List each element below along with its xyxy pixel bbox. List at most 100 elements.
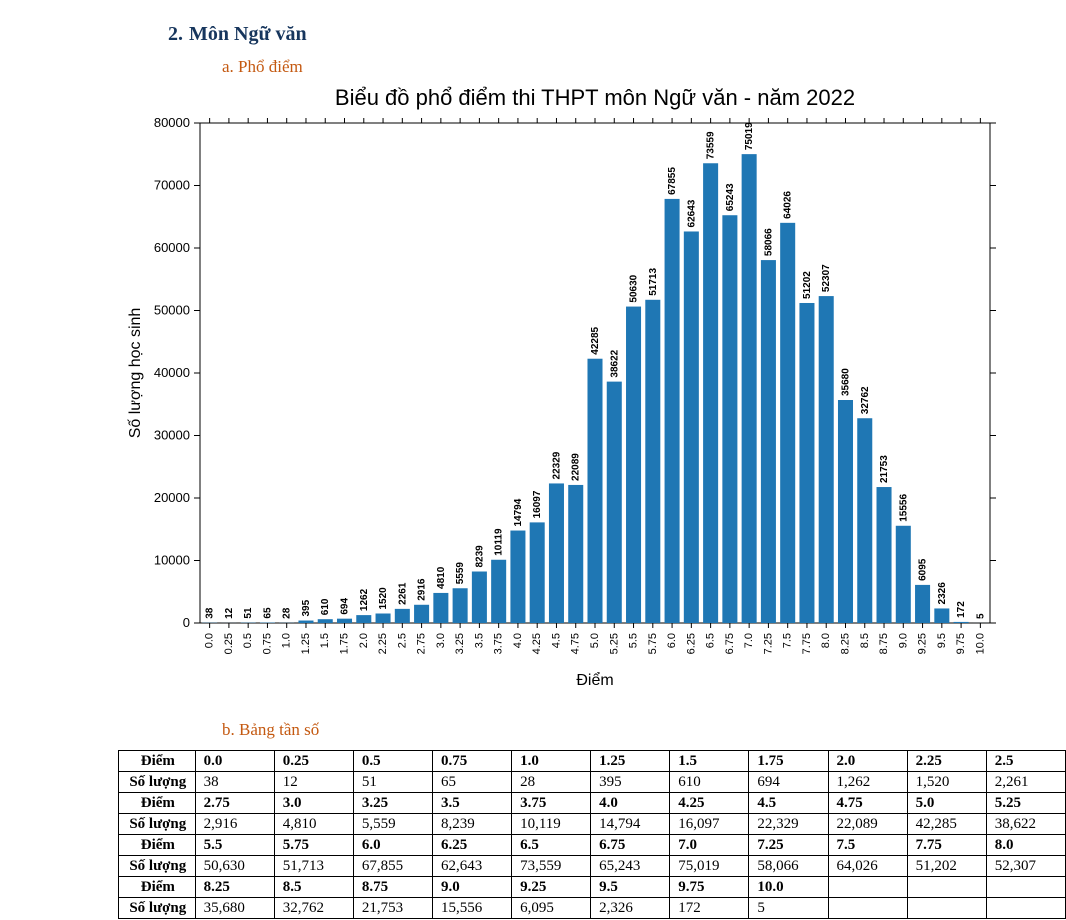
table-row-header: Số lượng <box>119 814 196 835</box>
table-cell: 51 <box>353 772 432 793</box>
table-row-header: Số lượng <box>119 772 196 793</box>
x-tick-label: 4.75 <box>570 633 582 654</box>
bar-value-label: 73559 <box>706 131 717 159</box>
svg-text:10000: 10000 <box>154 553 190 568</box>
section-title: Môn Ngữ văn <box>189 23 307 45</box>
bar-value-label: 64026 <box>783 191 794 219</box>
x-tick-label: 2.5 <box>396 633 408 648</box>
svg-text:50000: 50000 <box>154 303 190 318</box>
table-cell: 64,026 <box>828 856 907 877</box>
table-cell: 35,680 <box>195 898 274 919</box>
bar-value-label: 172 <box>956 601 967 618</box>
svg-text:80000: 80000 <box>154 115 190 130</box>
table-cell: 52,307 <box>986 856 1065 877</box>
x-tick-label: 3.5 <box>473 633 485 648</box>
table-cell: 5.0 <box>907 793 986 814</box>
table-cell: 1.25 <box>591 751 670 772</box>
frequency-table: Điểm0.00.250.50.751.01.251.51.752.02.252… <box>118 750 1066 919</box>
table-cell: 32,762 <box>274 898 353 919</box>
table-cell: 4,810 <box>274 814 353 835</box>
chart-title: Biểu đồ phổ điểm thi THPT môn Ngữ văn - … <box>335 85 855 110</box>
table-row-header: Điểm <box>119 877 196 898</box>
table-cell: 3.75 <box>512 793 591 814</box>
table-cell: 67,855 <box>353 856 432 877</box>
x-tick-label: 7.75 <box>801 633 813 654</box>
x-tick-label: 0.0 <box>204 633 216 648</box>
table-cell: 1,520 <box>907 772 986 793</box>
table-row-header: Điểm <box>119 793 196 814</box>
table-cell: 65,243 <box>591 856 670 877</box>
table-cell: 12 <box>274 772 353 793</box>
bar-value-label: 51 <box>243 607 254 619</box>
table-cell: 8.5 <box>274 877 353 898</box>
table-cell: 2,261 <box>986 772 1065 793</box>
bar-value-label: 8239 <box>474 545 485 568</box>
table-cell: 0.75 <box>432 751 511 772</box>
x-tick-label: 9.5 <box>936 633 948 648</box>
table-cell: 9.75 <box>670 877 749 898</box>
table-cell: 1.75 <box>749 751 828 772</box>
bar-value-label: 2326 <box>937 582 948 605</box>
table-cell: 694 <box>749 772 828 793</box>
bar-value-label: 610 <box>320 598 331 615</box>
table-cell: 10.0 <box>749 877 828 898</box>
table-cell: 58,066 <box>749 856 828 877</box>
chart-svg: 0100002000030000400005000060000700008000… <box>120 83 1015 708</box>
x-tick-label: 6.25 <box>685 633 697 654</box>
table-cell: 2,326 <box>591 898 670 919</box>
x-tick-label: 1.25 <box>300 633 312 654</box>
table-row-header: Số lượng <box>119 856 196 877</box>
bar-value-label: 75019 <box>744 122 755 150</box>
svg-text:0: 0 <box>183 615 190 630</box>
table-cell: 610 <box>670 772 749 793</box>
x-tick-label: 1.5 <box>319 633 331 648</box>
svg-text:60000: 60000 <box>154 240 190 255</box>
bar-value-label: 38 <box>205 607 216 619</box>
table-cell: 15,556 <box>432 898 511 919</box>
table-cell: 50,630 <box>195 856 274 877</box>
table-cell: 51,202 <box>907 856 986 877</box>
bar-value-label: 65243 <box>725 183 736 211</box>
table-cell: 10,119 <box>512 814 591 835</box>
bar-value-label: 52307 <box>821 264 832 292</box>
bar-value-label: 35680 <box>840 368 851 396</box>
table-cell: 4.25 <box>670 793 749 814</box>
table-cell: 8.25 <box>195 877 274 898</box>
table-cell: 1,262 <box>828 772 907 793</box>
x-tick-label: 8.0 <box>820 633 832 648</box>
bar-value-label: 14794 <box>513 498 524 526</box>
table-cell <box>986 898 1065 919</box>
x-tick-label: 0.5 <box>242 633 254 648</box>
table-cell: 38 <box>195 772 274 793</box>
table-cell: 0.0 <box>195 751 274 772</box>
table-cell <box>907 898 986 919</box>
table-cell: 9.5 <box>591 877 670 898</box>
chart-xlabel: Điểm <box>576 671 613 689</box>
bar-value-label: 6095 <box>918 558 929 581</box>
table-cell: 21,753 <box>353 898 432 919</box>
table-cell: 22,329 <box>749 814 828 835</box>
bar-value-label: 15556 <box>898 494 909 522</box>
svg-text:30000: 30000 <box>154 428 190 443</box>
table-cell: 6.0 <box>353 835 432 856</box>
bar-value-label: 1262 <box>359 588 370 611</box>
table-cell: 6.25 <box>432 835 511 856</box>
bar-value-label: 28 <box>282 607 293 619</box>
table-cell: 395 <box>591 772 670 793</box>
subsection-b: b. Bảng tần số <box>0 708 1066 750</box>
x-tick-label: 3.75 <box>493 633 505 654</box>
table-cell: 8.75 <box>353 877 432 898</box>
bar-value-label: 21753 <box>879 455 890 483</box>
table-cell: 2.25 <box>907 751 986 772</box>
bar-value-label: 32762 <box>860 386 871 414</box>
x-tick-label: 4.0 <box>512 633 524 648</box>
bar-value-label: 58066 <box>763 228 774 256</box>
bar-value-label: 42285 <box>590 326 601 354</box>
subsection-b-label: b. Bảng tần số <box>222 720 319 739</box>
bar-value-label: 62643 <box>686 199 697 227</box>
bar-value-label: 395 <box>301 599 312 616</box>
table-cell: 4.0 <box>591 793 670 814</box>
bar-value-label: 67855 <box>667 167 678 195</box>
table-cell: 5.75 <box>274 835 353 856</box>
table-cell: 3.5 <box>432 793 511 814</box>
